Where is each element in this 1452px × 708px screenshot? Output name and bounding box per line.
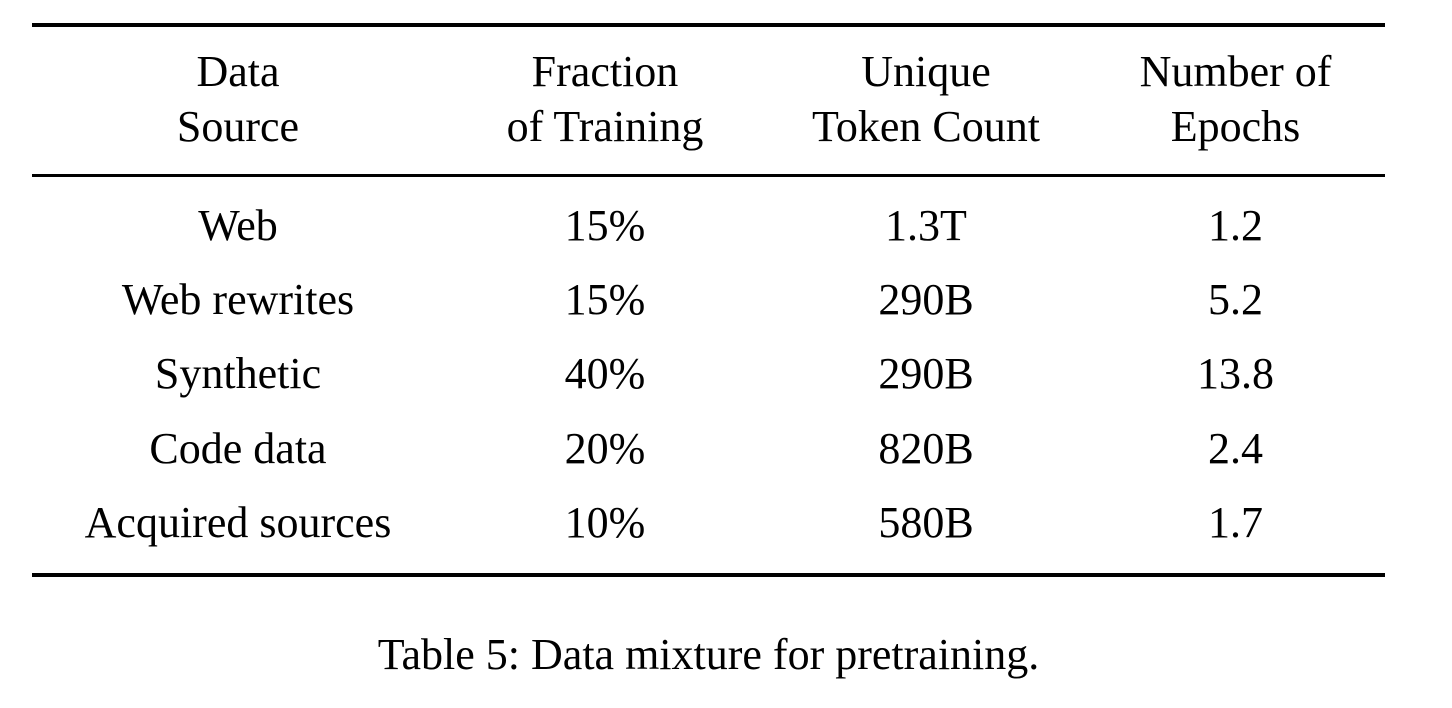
- cell-tokens: 1.3T: [885, 201, 967, 250]
- cell-source: Synthetic: [154, 349, 322, 398]
- table-header-line2: Source of Training Token Count Epochs: [32, 103, 1385, 151]
- table-header-line1: Data Fraction Unique Number of: [32, 48, 1385, 96]
- table-row: Acquired sources 10% 580B 1.7: [32, 499, 1385, 547]
- header-epochs-line1: Number of: [1139, 47, 1332, 96]
- cell-source: Acquired sources: [84, 498, 392, 547]
- table-row: Synthetic 40% 290B 13.8: [32, 350, 1385, 398]
- cell-epochs: 1.2: [1208, 201, 1263, 250]
- cell-epochs: 13.8: [1197, 349, 1274, 398]
- cell-fraction: 20%: [564, 424, 646, 473]
- header-fraction-line2: of Training: [506, 102, 704, 151]
- table-bottom-rule: [32, 573, 1385, 577]
- cell-source: Web rewrites: [121, 275, 355, 324]
- cell-fraction: 15%: [564, 275, 646, 324]
- cell-epochs: 5.2: [1208, 275, 1263, 324]
- cell-epochs: 1.7: [1208, 498, 1263, 547]
- header-epochs-line2: Epochs: [1170, 102, 1301, 151]
- header-data-source-line2: Source: [176, 102, 300, 151]
- header-fraction-line1: Fraction: [531, 47, 679, 96]
- table-top-rule: [32, 23, 1385, 27]
- header-data-source-line1: Data: [196, 47, 280, 96]
- header-token-count-line1: Unique: [861, 47, 991, 96]
- cell-epochs: 2.4: [1208, 424, 1263, 473]
- cell-tokens: 820B: [878, 424, 974, 473]
- table-mid-rule: [32, 174, 1385, 177]
- table-caption: Table 5: Data mixture for pretraining.: [377, 630, 1040, 679]
- cell-fraction: 10%: [564, 498, 646, 547]
- cell-tokens: 290B: [878, 349, 974, 398]
- cell-fraction: 40%: [564, 349, 646, 398]
- header-token-count-line2: Token Count: [812, 102, 1040, 151]
- cell-fraction: 15%: [564, 201, 646, 250]
- table-row: Code data 20% 820B 2.4: [32, 425, 1385, 473]
- table-row: Web rewrites 15% 290B 5.2: [32, 276, 1385, 324]
- cell-source: Web: [198, 201, 278, 250]
- cell-tokens: 580B: [878, 498, 974, 547]
- cell-source: Code data: [149, 424, 327, 473]
- cell-tokens: 290B: [878, 275, 974, 324]
- table-row: Web 15% 1.3T 1.2: [32, 202, 1385, 250]
